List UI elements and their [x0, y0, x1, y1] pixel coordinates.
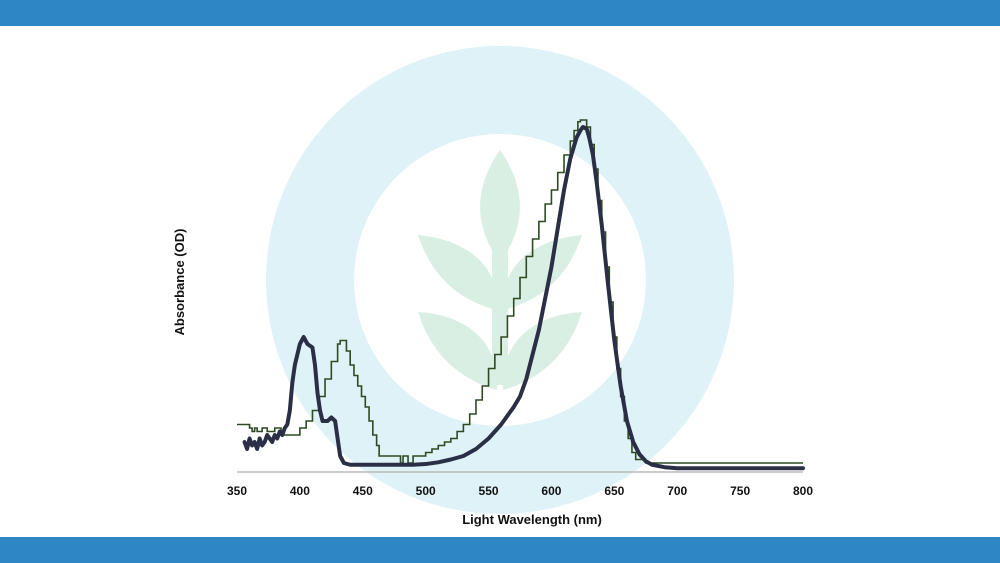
x-tick-label: 750: [730, 484, 750, 498]
x-tick-label: 450: [353, 484, 373, 498]
leaf-upper-left: [418, 235, 498, 310]
x-tick-labels: 350 400 450 500 550 600 650 700 750 800: [227, 484, 813, 498]
leaf-sprout-icon: [418, 150, 582, 390]
x-tick-label: 500: [416, 484, 436, 498]
header-band: [0, 0, 1000, 26]
x-axis-title: Light Wavelength (nm): [462, 512, 602, 527]
x-tick-label: 650: [604, 484, 624, 498]
leaf-lower-left: [418, 312, 498, 390]
leaf-lower-right: [502, 312, 582, 390]
series-thick-line: [242, 125, 805, 471]
x-tick-label: 800: [793, 484, 813, 498]
series-layer: [237, 119, 805, 471]
y-axis-title: Absorbance (OD): [172, 229, 187, 336]
x-tick-label: 600: [541, 484, 561, 498]
x-tick-label: 550: [479, 484, 499, 498]
x-tick-label: 400: [290, 484, 310, 498]
watermark-ring: [266, 46, 734, 514]
leaf-top: [480, 150, 520, 262]
footer-band: [0, 537, 1000, 563]
leaf-upper-right: [502, 235, 582, 310]
x-tick-label: 350: [227, 484, 247, 498]
x-tick-label: 700: [667, 484, 687, 498]
